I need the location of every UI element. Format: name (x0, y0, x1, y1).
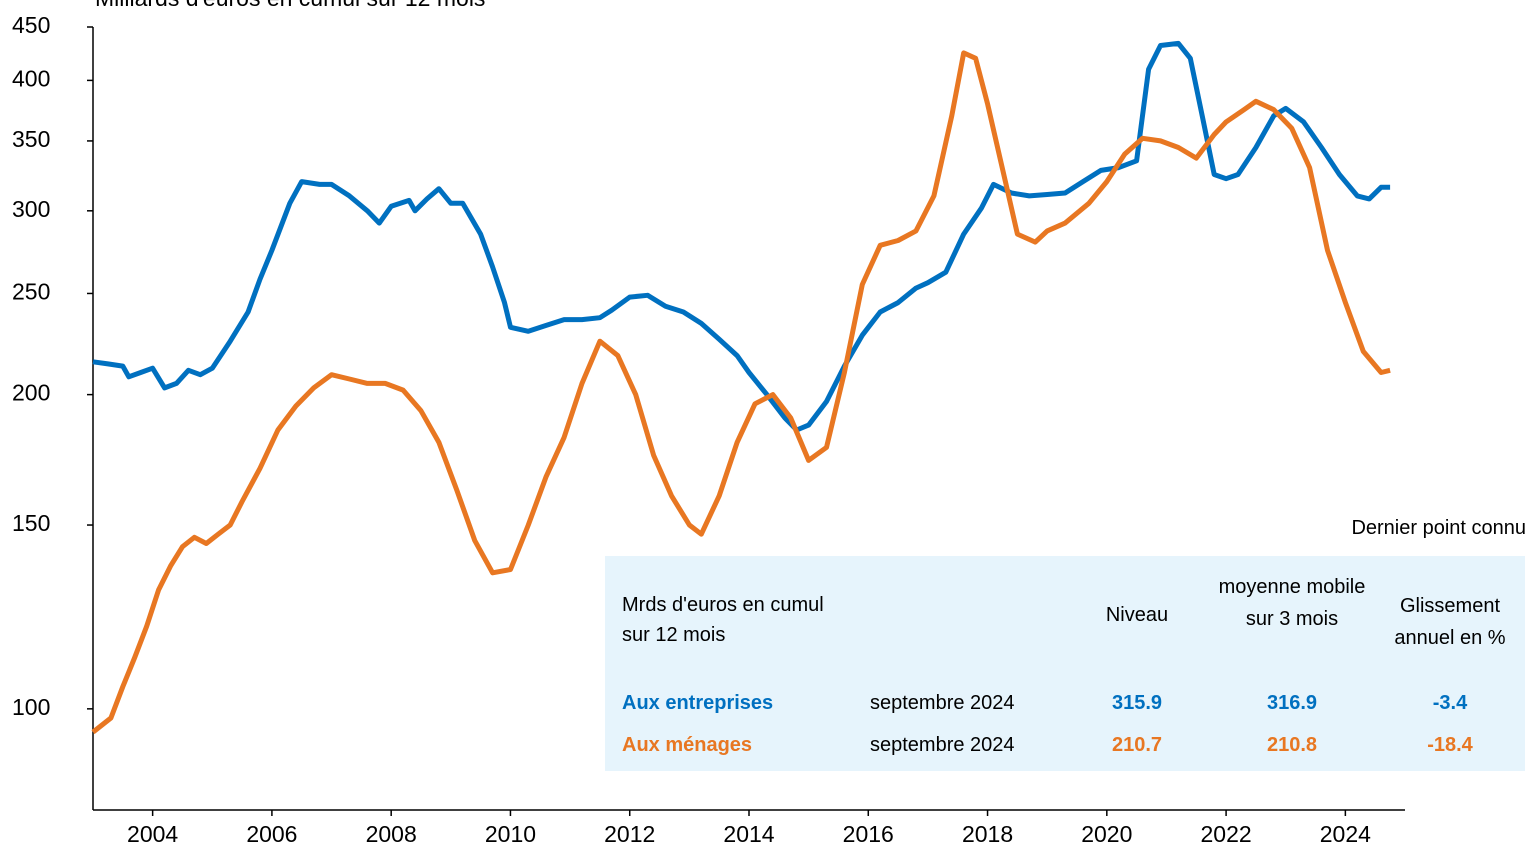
header: moyenne mobile sur 3 mois (1218, 576, 1366, 630)
x-tick-label: 2008 (366, 821, 417, 847)
value: 210.8 (1266, 734, 1318, 756)
chart-title: Milliards d'euros en cumul sur 12 mois (95, 0, 485, 11)
date: septembre 2024 (870, 734, 1015, 756)
value: 316.9 (1266, 692, 1318, 714)
x-tick-label: 2014 (723, 821, 774, 847)
x-tick-label: 2012 (604, 821, 655, 847)
date: septembre 2024 (870, 692, 1015, 714)
y-tick-label: 150 (12, 510, 50, 536)
y-tick-label: 250 (12, 279, 50, 305)
x-tick-label: 2020 (1081, 821, 1132, 847)
x-tick-label: 2022 (1201, 821, 1252, 847)
value: 315.9 (1111, 692, 1163, 714)
x-tick-label: 2024 (1320, 821, 1371, 847)
header: Glissement annuel en % (1394, 595, 1506, 649)
table-note: Dernier point connu (1351, 517, 1526, 539)
x-tick-label: 2004 (127, 821, 178, 847)
y-tick-label: 100 (12, 694, 50, 720)
y-tick-label: 450 (12, 12, 50, 38)
x-tick-label: 2016 (843, 821, 894, 847)
line (92, 40, 1391, 433)
x-tick-label: 2018 (962, 821, 1013, 847)
line (91, 50, 1391, 735)
x-tick-label: 2006 (246, 821, 297, 847)
y-tick-label: 200 (12, 380, 50, 406)
y-tick-label: 350 (12, 126, 50, 152)
row-label: Aux ménages (622, 734, 753, 756)
value: -3.4 (1432, 692, 1468, 714)
table: Mrds d'euros en cumul sur 12 mois Niveau… (605, 556, 1525, 771)
value: -18.4 (1427, 734, 1473, 756)
value: 210.7 (1111, 734, 1163, 756)
y-tick-label: 300 (12, 196, 50, 222)
header: Mrds d'euros en cumul sur 12 mois (622, 594, 824, 646)
x-tick-label: 2010 (485, 821, 536, 847)
row-label: Aux entreprises (622, 692, 774, 714)
y-tick-label: 400 (12, 65, 50, 91)
header: Niveau (1105, 604, 1169, 626)
